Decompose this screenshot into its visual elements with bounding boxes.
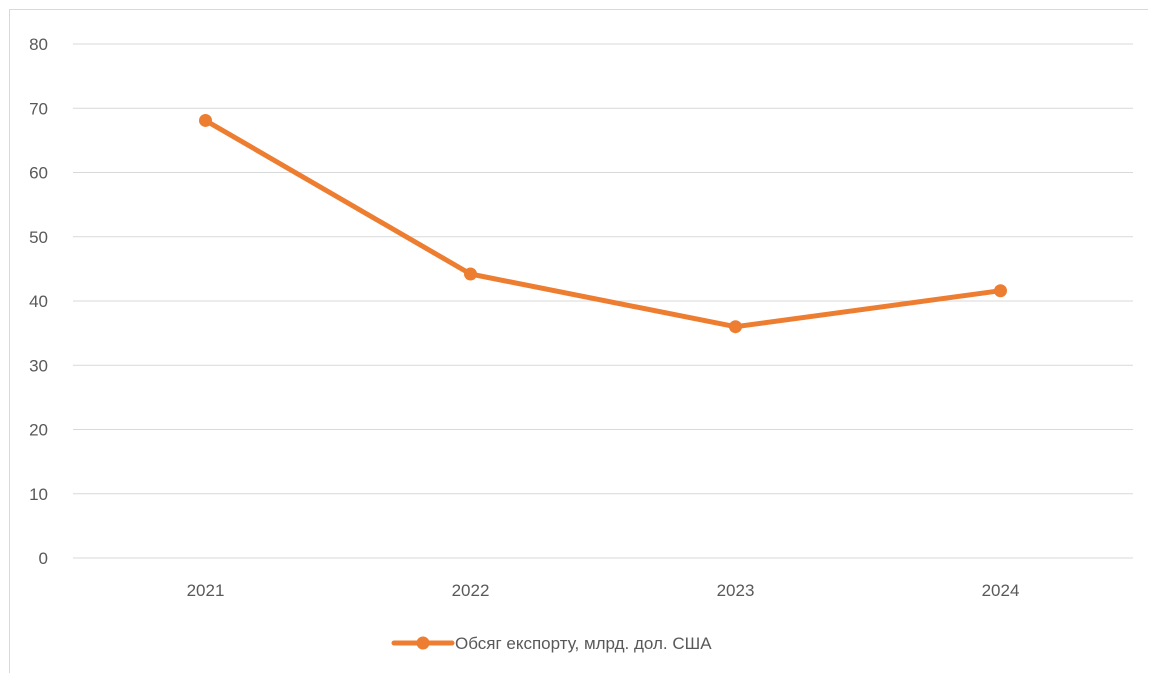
data-point-2022	[464, 267, 477, 281]
y-tick-label-30: 30	[29, 356, 48, 375]
x-tick-label-2021: 2021	[187, 581, 225, 600]
legend-swatch-marker	[416, 636, 430, 650]
series-layer	[199, 113, 1007, 334]
data-point-2021	[199, 113, 212, 127]
data-point-2024	[994, 284, 1007, 298]
y-tick-label-70: 70	[29, 99, 48, 118]
chart-frame	[9, 9, 1148, 673]
y-tick-label-80: 80	[29, 35, 48, 54]
y-tick-label-10: 10	[29, 485, 48, 504]
legend-label: Обсяг експорту, млрд. дол. США	[455, 634, 712, 653]
y-tick-label-20: 20	[29, 421, 48, 440]
data-point-2023	[729, 320, 742, 334]
x-axis-tick-labels: 2021 2022 2023 2024	[187, 581, 1020, 600]
x-tick-label-2023: 2023	[717, 581, 755, 600]
x-tick-label-2024: 2024	[982, 581, 1020, 600]
series-line-0	[203, 118, 1003, 330]
x-tick-label-2022: 2022	[452, 581, 490, 600]
y-tick-label-60: 60	[29, 164, 48, 183]
y-axis-tick-labels: 0 10 20 30 40 50 60 70 80	[29, 35, 48, 568]
y-tick-label-40: 40	[29, 292, 48, 311]
legend: Обсяг експорту, млрд. дол. США	[391, 634, 712, 653]
y-tick-label-50: 50	[29, 228, 48, 247]
y-tick-label-0: 0	[39, 549, 48, 568]
